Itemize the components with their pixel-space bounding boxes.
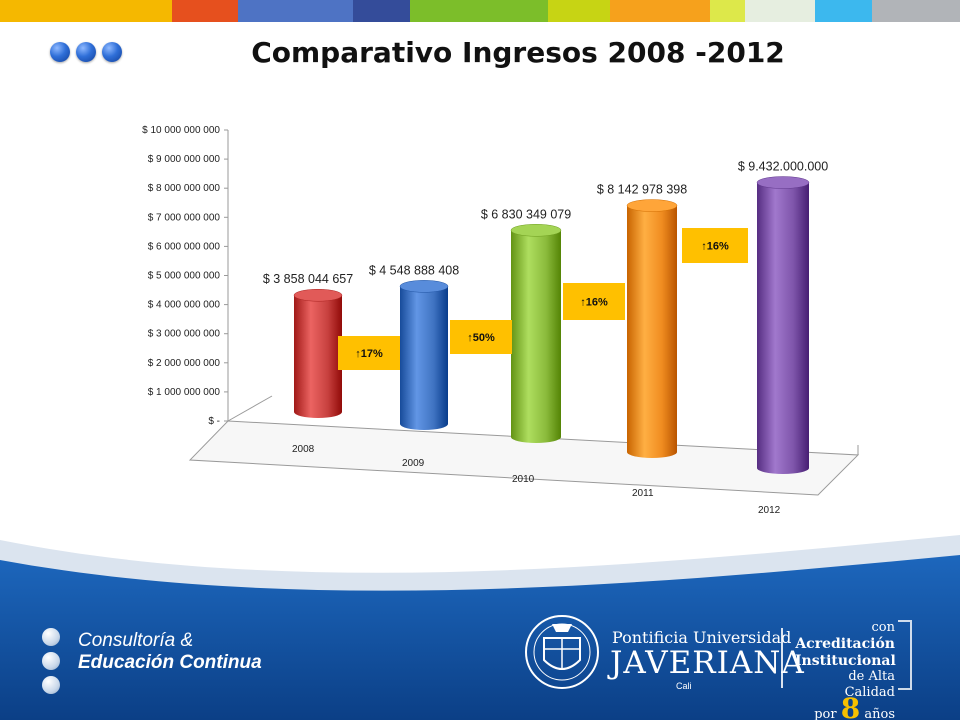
y-tick-label: $ 4 000 000 000 (148, 300, 221, 311)
growth-badge (563, 283, 625, 320)
page-title: Comparativo Ingresos 2008 -2012 (251, 36, 785, 69)
bar-cylinder-2010 (511, 230, 561, 443)
decorative-dots (50, 42, 122, 62)
acred-line3: de Alta Calidad (844, 669, 895, 700)
stripe-segment (353, 0, 410, 22)
stripe-segment (815, 0, 872, 22)
footer-brand: Consultoría & Educación Continua (78, 630, 262, 674)
dot-icon (50, 42, 70, 62)
bar-cylinder-2009 (400, 286, 448, 430)
value-label-2008: $ 3 858 044 657 (263, 272, 353, 286)
dot-icon (76, 42, 96, 62)
bar-top-2009 (399, 280, 449, 293)
stripe-segment (172, 0, 238, 22)
growth-label: ↑17% (355, 348, 383, 360)
header-color-stripe (0, 0, 960, 22)
bar-cylinder-2011 (627, 205, 677, 458)
stripe-segment (548, 0, 610, 22)
y-tick-label: $ 9 000 000 000 (148, 154, 221, 165)
bubble-icon (42, 676, 60, 694)
acred-line1: Acreditación (795, 636, 895, 652)
y-tick-label: $ 5 000 000 000 (148, 271, 221, 282)
stripe-segment (410, 0, 548, 22)
bar-cylinder-2012 (757, 182, 809, 474)
accreditation-badge: con Acreditación Institucional de Alta C… (795, 620, 896, 725)
bar-top-2011 (626, 199, 678, 212)
bar-top-2012 (756, 176, 810, 189)
growth-badge (682, 228, 748, 263)
value-label-2009: $ 4 548 888 408 (369, 263, 459, 277)
x-tick-label: 2012 (758, 505, 781, 516)
acred-con: con (871, 620, 895, 635)
value-label-2010: $ 6 830 349 079 (481, 207, 571, 221)
university-city: Cali (676, 681, 692, 691)
stripe-segment (872, 0, 960, 22)
university-name-small: Pontificia Universidad (612, 628, 792, 647)
stripe-segment (610, 0, 710, 22)
university-seal-icon (525, 615, 599, 689)
acred-line2: Institucional (795, 653, 896, 669)
footer-divider (781, 628, 783, 688)
growth-badge (450, 320, 512, 354)
accreditation-bracket (898, 620, 912, 690)
bubble-icon (42, 628, 60, 646)
footer-wave (0, 535, 960, 720)
y-tick-label: $ 1 000 000 000 (148, 387, 221, 398)
revenue-chart: $ - $ 1 000 000 000 $ 2 000 000 000 $ 3 000… (142, 125, 860, 516)
bar-top-2008 (293, 288, 343, 302)
stripe-segment (0, 0, 172, 22)
acred-anos: años (864, 707, 895, 722)
x-tick-label: 2011 (632, 488, 654, 499)
bar-cylinder-2008 (294, 295, 342, 418)
x-tick-label: 2010 (512, 474, 535, 485)
stripe-segment (238, 0, 353, 22)
y-tick-label: $ 10 000 000 000 (142, 125, 220, 136)
growth-label: ↑16% (580, 297, 608, 309)
bar-top-2010 (510, 224, 562, 237)
university-name: JAVERIANA (610, 645, 805, 681)
y-tick-label: $ - (208, 416, 220, 427)
y-tick-label: $ 2 000 000 000 (148, 358, 221, 369)
growth-label: ↑16% (701, 241, 729, 253)
x-tick-label: 2009 (402, 458, 425, 469)
growth-label: ↑50% (467, 332, 495, 344)
acred-number: 8 (840, 692, 861, 725)
value-label-2011: $ 8 142 978 398 (597, 183, 687, 197)
x-tick-label: 2008 (292, 444, 315, 455)
y-tick-label: $ 8 000 000 000 (148, 183, 221, 194)
footer-brand-line1: Consultoría & (78, 630, 194, 651)
value-label-2012: $ 9.432.000.000 (738, 160, 828, 174)
footer-bubbles (42, 628, 60, 700)
growth-badge (338, 336, 400, 370)
footer-brand-line2: Educación Continua (78, 652, 262, 673)
y-tick-label: $ 3 000 000 000 (148, 329, 221, 340)
floor-back-edge (227, 395, 273, 422)
stripe-segment (710, 0, 745, 22)
acred-por: por (814, 707, 837, 722)
dot-icon (102, 42, 122, 62)
stripe-segment (745, 0, 815, 22)
y-tick-label: $ 6 000 000 000 (148, 241, 221, 252)
bubble-icon (42, 652, 60, 670)
y-tick-label: $ 7 000 000 000 (148, 212, 221, 223)
